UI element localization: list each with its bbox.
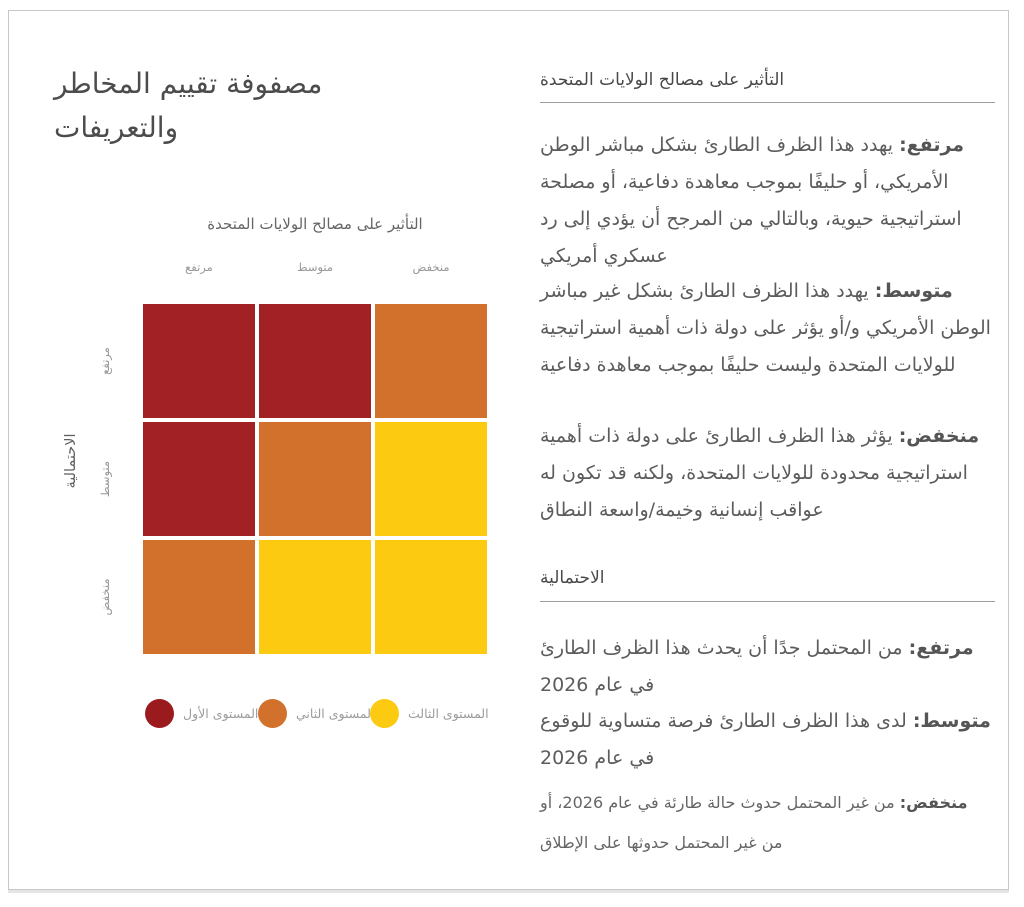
section-divider xyxy=(540,601,995,602)
matrix-cell xyxy=(143,304,255,418)
legend-dot xyxy=(258,698,287,728)
matrix-cell xyxy=(259,540,371,654)
definition-text: يهدد هذا الظرف الطارئ بشكل غير مباشر الو… xyxy=(540,280,991,376)
impact-definition-low: منخفض: يؤثر هذا الظرف الطارئ على دولة ذا… xyxy=(540,418,992,529)
matrix-cell xyxy=(143,540,255,654)
legend-label-level3: المستوى الثالث xyxy=(408,705,489,721)
x-tick-low: منخفض xyxy=(412,260,450,274)
definition-text: من غير المحتمل حدوث حالة طارئة في عام 20… xyxy=(540,793,895,852)
impact-definition-high: مرتفع: يهدد هذا الظرف الطارئ بشكل مباشر … xyxy=(540,127,992,275)
matrix-cell xyxy=(375,540,487,654)
legend-dot xyxy=(370,698,399,728)
legend-item: المستوى الثالث xyxy=(370,698,489,728)
definition-term: متوسط: xyxy=(912,710,991,732)
legend-item: المستوى الثاني xyxy=(258,698,374,728)
impact-section-heading: التأثير على مصالح الولايات المتحدة xyxy=(540,70,785,90)
x-tick-high: مرتفع xyxy=(185,260,213,274)
matrix-y-axis-title: الاحتمالية xyxy=(63,433,79,489)
definition-term: متوسط: xyxy=(874,280,953,302)
definition-term: مرتفع: xyxy=(899,134,965,156)
matrix-cell xyxy=(259,304,371,418)
y-tick-low: منخفض xyxy=(98,578,112,616)
definition-text: يؤثر هذا الظرف الطارئ على دولة ذات أهمية… xyxy=(540,425,968,521)
matrix-cell xyxy=(143,422,255,536)
matrix-cell xyxy=(259,422,371,536)
definition-text: من المحتمل جدًا أن يحدث هذا الظرف الطارئ… xyxy=(540,637,903,696)
legend-label-level2: المستوى الثاني xyxy=(296,705,375,721)
definition-term: منخفض: xyxy=(899,793,968,812)
definition-text: يهدد هذا الظرف الطارئ بشكل مباشر الوطن ا… xyxy=(540,134,962,267)
page-title: مصفوفة تقييم المخاطر والتعريفات xyxy=(54,67,323,144)
legend-dot xyxy=(145,698,174,728)
likelihood-section-heading: الاحتمالية xyxy=(540,568,605,588)
definition-text: لدى هذا الظرف الطارئ فرصة متساوية للوقوع… xyxy=(540,710,907,769)
definition-term: مرتفع: xyxy=(908,637,974,659)
matrix-x-axis-title: التأثير على مصالح الولايات المتحدة xyxy=(207,215,423,233)
definition-term: منخفض: xyxy=(898,425,980,447)
legend-label-level1: المستوى الأول xyxy=(183,705,259,721)
x-tick-medium: متوسط xyxy=(296,260,334,274)
likelihood-definition-low: منخفض: من غير المحتمل حدوث حالة طارئة في… xyxy=(540,783,992,863)
matrix-cell xyxy=(375,304,487,418)
likelihood-definition-high: مرتفع: من المحتمل جدًا أن يحدث هذا الظرف… xyxy=(540,630,992,704)
y-tick-medium: متوسط xyxy=(98,460,112,498)
y-tick-high: مرتفع xyxy=(98,347,112,375)
likelihood-definition-medium: متوسط: لدى هذا الظرف الطارئ فرصة متساوية… xyxy=(540,703,992,777)
impact-definition-medium: متوسط: يهدد هذا الظرف الطارئ بشكل غير مب… xyxy=(540,273,992,384)
matrix-cell xyxy=(375,422,487,536)
legend-item: المستوى الأول xyxy=(145,698,258,728)
section-divider xyxy=(540,102,995,103)
